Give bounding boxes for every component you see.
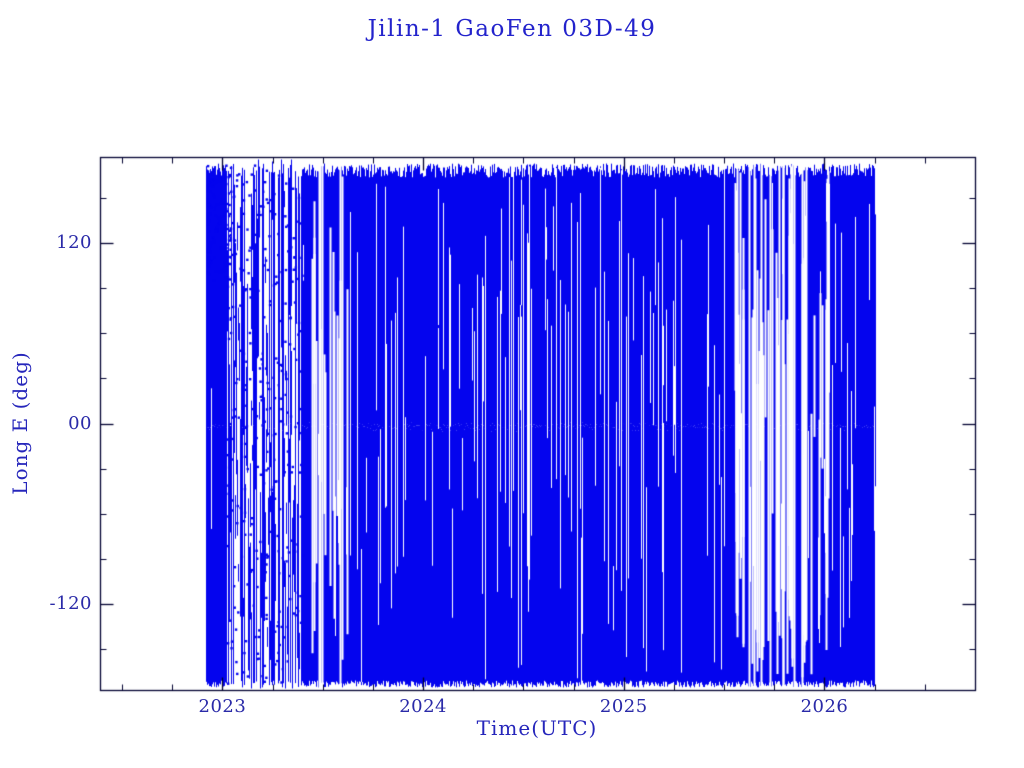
- y-tick-label-120: 120: [56, 231, 92, 253]
- x-tick-label-2024: 2024: [399, 696, 447, 717]
- chart-title: Jilin-1 GaoFen 03D-49: [367, 16, 657, 42]
- y-tick-label-00: 00: [68, 412, 92, 434]
- y-tick-label--120: -120: [49, 593, 92, 615]
- x-tick-label-2025: 2025: [599, 696, 648, 717]
- x-tick-label-2026: 2026: [800, 696, 849, 717]
- x-tick-label-2023: 2023: [198, 696, 247, 717]
- x-axis-label: Time(UTC): [476, 716, 598, 740]
